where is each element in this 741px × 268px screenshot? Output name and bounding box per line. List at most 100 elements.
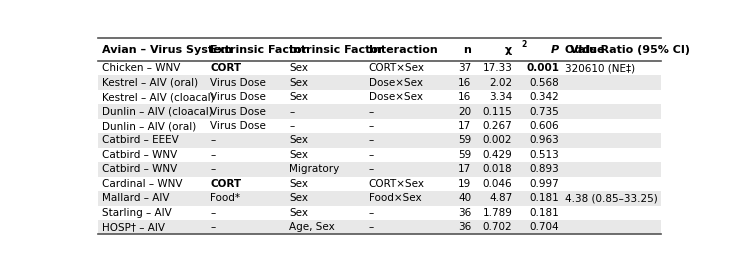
Text: Dose×Sex: Dose×Sex [368, 78, 422, 88]
Text: 0.267: 0.267 [482, 121, 512, 131]
Text: 3.34: 3.34 [489, 92, 512, 102]
Text: Dose×Sex: Dose×Sex [368, 92, 422, 102]
Text: 0.018: 0.018 [482, 164, 512, 174]
Text: Intrinsic Factor: Intrinsic Factor [290, 45, 384, 55]
Text: 16: 16 [458, 92, 471, 102]
Text: 19: 19 [458, 179, 471, 189]
Text: 0.704: 0.704 [530, 222, 559, 232]
Bar [99, 148, 661, 162]
Text: 0.001: 0.001 [526, 63, 559, 73]
Text: Avian – Virus System: Avian – Virus System [102, 45, 232, 55]
Text: 0.181: 0.181 [530, 208, 559, 218]
Text: χ: χ [505, 45, 512, 55]
Text: –: – [210, 136, 216, 146]
Bar [99, 119, 661, 133]
Text: Catbird – WNV: Catbird – WNV [102, 164, 177, 174]
Text: Dunlin – AIV (oral): Dunlin – AIV (oral) [102, 121, 196, 131]
Text: P: P [551, 45, 559, 55]
Text: Age, Sex: Age, Sex [290, 222, 335, 232]
Text: 36: 36 [458, 208, 471, 218]
Text: 20: 20 [458, 107, 471, 117]
Text: Catbird – EEEV: Catbird – EEEV [102, 136, 179, 146]
Text: Sex: Sex [290, 136, 308, 146]
Text: 59: 59 [458, 150, 471, 160]
Text: 0.997: 0.997 [530, 179, 559, 189]
Text: 0.002: 0.002 [483, 136, 512, 146]
Text: Sex: Sex [290, 208, 308, 218]
Text: 0.963: 0.963 [530, 136, 559, 146]
Bar [99, 220, 661, 234]
Text: –: – [368, 164, 373, 174]
Text: HOSP† – AIV: HOSP† – AIV [102, 222, 165, 232]
Text: 0.513: 0.513 [530, 150, 559, 160]
Bar [99, 38, 661, 61]
Text: 0.181: 0.181 [530, 193, 559, 203]
Text: Interaction: Interaction [368, 45, 437, 55]
Text: –: – [368, 208, 373, 218]
Text: Sex: Sex [290, 63, 308, 73]
Text: 0.115: 0.115 [482, 107, 512, 117]
Text: 36: 36 [458, 222, 471, 232]
Text: 16: 16 [458, 78, 471, 88]
Text: Catbird – WNV: Catbird – WNV [102, 150, 177, 160]
Bar [99, 177, 661, 191]
Text: 0.342: 0.342 [530, 92, 559, 102]
Text: Kestrel – AIV (oral): Kestrel – AIV (oral) [102, 78, 198, 88]
Bar [99, 191, 661, 206]
Text: CORT: CORT [210, 179, 242, 189]
Bar [99, 90, 661, 104]
Text: Sex: Sex [290, 92, 308, 102]
Text: –: – [210, 222, 216, 232]
Text: 2.02: 2.02 [489, 78, 512, 88]
Text: 0.606: 0.606 [530, 121, 559, 131]
Text: Mallard – AIV: Mallard – AIV [102, 193, 169, 203]
Text: Food×Sex: Food×Sex [368, 193, 421, 203]
Text: Starling – AIV: Starling – AIV [102, 208, 172, 218]
Text: 17: 17 [458, 164, 471, 174]
Text: Virus Dose: Virus Dose [210, 92, 266, 102]
Text: Sex: Sex [290, 78, 308, 88]
Bar [99, 61, 661, 76]
Text: –: – [368, 121, 373, 131]
Text: –: – [290, 107, 295, 117]
Text: 0.893: 0.893 [530, 164, 559, 174]
Text: 17.33: 17.33 [482, 63, 512, 73]
Bar [99, 133, 661, 148]
Bar [99, 76, 661, 90]
Text: 0.568: 0.568 [530, 78, 559, 88]
Text: 4.87: 4.87 [489, 193, 512, 203]
Text: –: – [210, 150, 216, 160]
Text: 1.789: 1.789 [482, 208, 512, 218]
Text: –: – [210, 208, 216, 218]
Text: Value: Value [565, 45, 604, 55]
Text: Migratory: Migratory [290, 164, 339, 174]
Text: Food*: Food* [210, 193, 240, 203]
Text: n: n [463, 45, 471, 55]
Bar [99, 162, 661, 177]
Text: Chicken – WNV: Chicken – WNV [102, 63, 180, 73]
Text: Cardinal – WNV: Cardinal – WNV [102, 179, 182, 189]
Text: 0.735: 0.735 [530, 107, 559, 117]
Text: CORT: CORT [210, 63, 242, 73]
Text: 40: 40 [458, 193, 471, 203]
Text: Kestrel – AIV (cloacal): Kestrel – AIV (cloacal) [102, 92, 214, 102]
Text: –: – [368, 107, 373, 117]
Text: –: – [290, 121, 295, 131]
Text: 0.429: 0.429 [482, 150, 512, 160]
Bar [99, 206, 661, 220]
Text: 59: 59 [458, 136, 471, 146]
Text: 0.046: 0.046 [482, 179, 512, 189]
Text: Sex: Sex [290, 193, 308, 203]
Text: –: – [368, 150, 373, 160]
Text: Odds Ratio (95% CI): Odds Ratio (95% CI) [565, 45, 690, 55]
Text: Dunlin – AIV (cloacal): Dunlin – AIV (cloacal) [102, 107, 213, 117]
Text: 4.38 (0.85–33.25): 4.38 (0.85–33.25) [565, 193, 658, 203]
Text: CORT×Sex: CORT×Sex [368, 179, 425, 189]
Text: –: – [210, 164, 216, 174]
Text: Sex: Sex [290, 179, 308, 189]
Text: Virus Dose: Virus Dose [210, 121, 266, 131]
Text: CORT×Sex: CORT×Sex [368, 63, 425, 73]
Text: 17: 17 [458, 121, 471, 131]
Text: –: – [368, 222, 373, 232]
Bar [99, 104, 661, 119]
